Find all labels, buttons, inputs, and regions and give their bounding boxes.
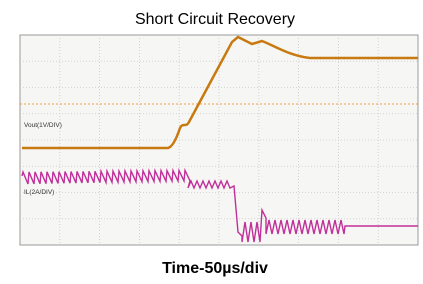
page: Short Circuit Recovery Vout(1V/DIV) IL(2… (0, 0, 423, 284)
scope-figure: Short Circuit Recovery Vout(1V/DIV) IL(2… (0, 0, 423, 284)
x-axis-label: Time-50µs/div (162, 260, 268, 277)
title: Short Circuit Recovery (135, 11, 295, 28)
vout-label: Vout(1V/DIV) (24, 122, 62, 129)
il-label: IL(2A/DIV) (24, 189, 54, 196)
